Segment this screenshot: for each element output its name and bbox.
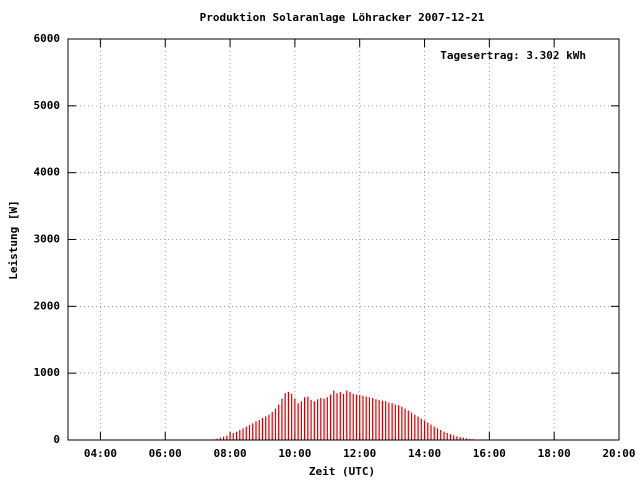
y-axis-label: Leistung [W] xyxy=(7,200,20,279)
x-tick-label: 08:00 xyxy=(213,447,246,460)
x-axis-label: Zeit (UTC) xyxy=(309,465,375,478)
x-tick-label: 10:00 xyxy=(278,447,311,460)
chart-title: Produktion Solaranlage Löhracker 2007-12… xyxy=(200,11,485,24)
plot-frame xyxy=(67,38,620,441)
y-tick-label: 3000 xyxy=(34,233,61,246)
x-tick-label: 20:00 xyxy=(602,447,635,460)
x-tick-label: 18:00 xyxy=(538,447,571,460)
x-tick-label: 16:00 xyxy=(473,447,506,460)
annotation: Tagesertrag: 3.302 kWh xyxy=(440,49,586,62)
x-tick-label: 04:00 xyxy=(84,447,117,460)
y-tick-label: 6000 xyxy=(34,32,61,45)
y-tick-label: 2000 xyxy=(34,299,61,312)
y-tick-label: 0 xyxy=(53,433,60,446)
x-tick-label: 06:00 xyxy=(149,447,182,460)
y-tick-label: 1000 xyxy=(34,366,61,379)
x-tick-label: 14:00 xyxy=(408,447,441,460)
y-tick-label: 4000 xyxy=(34,166,61,179)
y-tick-label: 5000 xyxy=(34,99,61,112)
x-tick-label: 12:00 xyxy=(343,447,376,460)
